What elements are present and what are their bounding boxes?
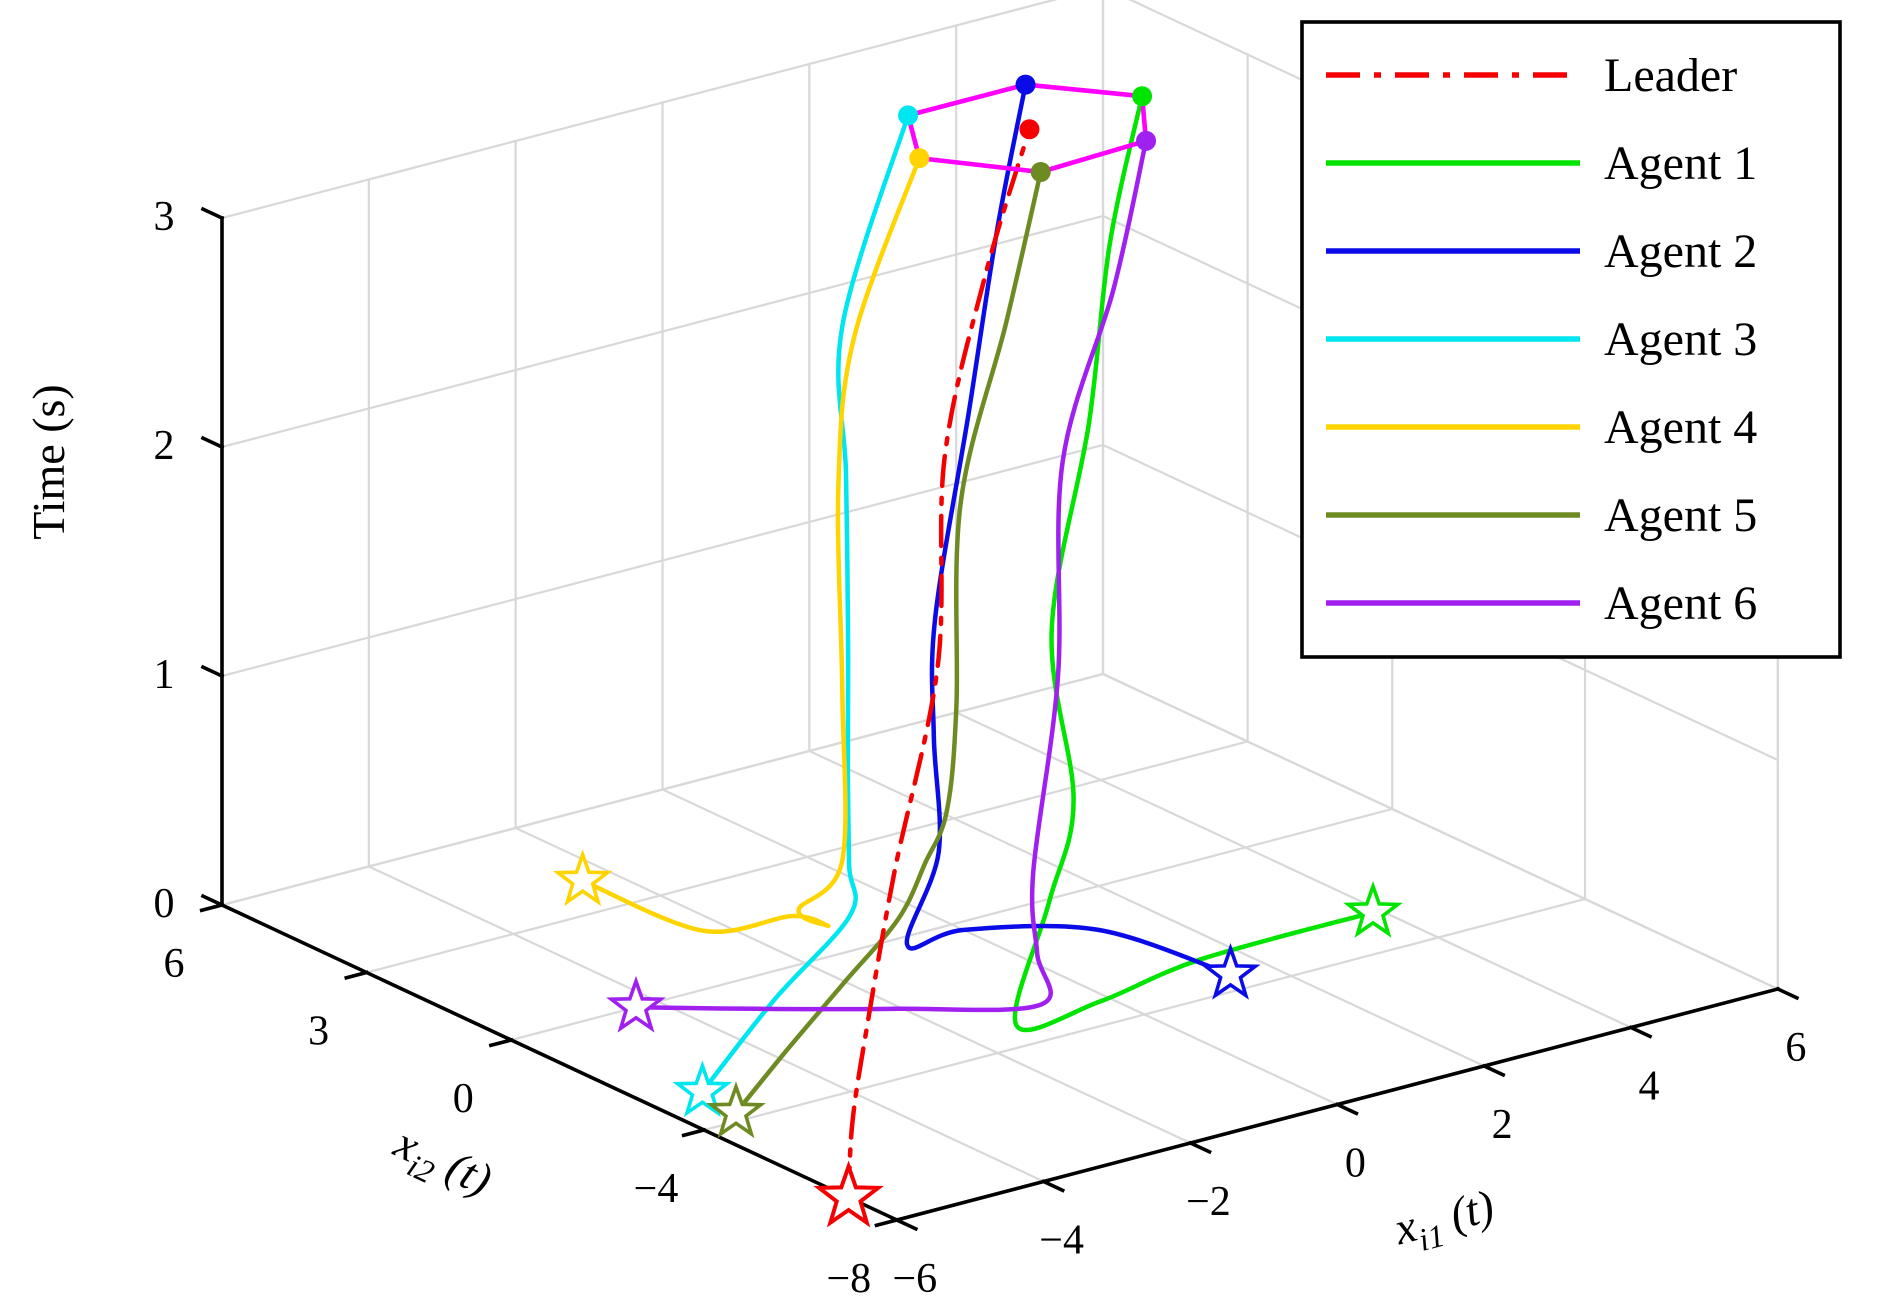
- legend-label-leader: Leader: [1604, 49, 1737, 102]
- time-tick-2: [200, 435, 225, 450]
- x1-tick-label-6: 6: [1785, 1025, 1806, 1071]
- x1-tick-label-2: 2: [1492, 1102, 1513, 1148]
- axes: [199, 206, 1800, 1232]
- x2-tick--4: [681, 1127, 707, 1138]
- wall-grid-time-left-2: [220, 214, 1105, 449]
- trajectory-markers: [552, 74, 1403, 1228]
- x1-tick-4: [1628, 1025, 1653, 1039]
- x2-tick--8: [874, 1217, 899, 1228]
- legend-entry-agent-2: Agent 2: [1326, 225, 1757, 278]
- legend-label-agent-4: Agent 4: [1604, 401, 1757, 454]
- floor-edge-back-right: [1101, 672, 1780, 991]
- start-star-leader: [813, 1160, 884, 1228]
- time-axis-title: Time (s): [23, 384, 74, 540]
- x1-tick-label-4: 4: [1639, 1064, 1660, 1110]
- x1-tick-2: [1481, 1063, 1506, 1078]
- legend-entry-agent-1: Agent 1: [1326, 137, 1757, 190]
- start-star-agent-1: [1343, 881, 1403, 938]
- end-dot-agent-4: [909, 148, 930, 169]
- floor-grid-x1-2: [807, 749, 1486, 1068]
- x2-tick-6: [199, 902, 225, 913]
- trajectory-agent-6: [633, 138, 1149, 1013]
- x2-tick-label-3: 3: [308, 1009, 329, 1055]
- time-tick-label-3: 3: [154, 194, 175, 240]
- end-dot-agent-6: [1136, 130, 1157, 151]
- floor-grid-x2-3: [365, 740, 1249, 974]
- time-tick-label-0: 0: [154, 881, 175, 927]
- x2-axis-title-rest: (t): [428, 1136, 499, 1205]
- end-dot-agent-2: [1015, 74, 1036, 95]
- x2-tick-0: [488, 1037, 514, 1048]
- start-star-agent-6: [606, 975, 666, 1033]
- x1-tick--4: [1041, 1179, 1066, 1193]
- time-tick-1: [200, 664, 225, 679]
- end-dot-agent-1: [1132, 86, 1153, 107]
- legend-entry-agent-5: Agent 5: [1326, 489, 1757, 542]
- x2-tick-label--8: −8: [826, 1256, 871, 1302]
- x2-tick-label-6: 6: [164, 941, 185, 987]
- start-star-agent-4: [552, 849, 613, 907]
- legend-label-agent-5: Agent 5: [1604, 489, 1757, 542]
- trajectory-agent-5: [733, 169, 1043, 1116]
- trajectory-agent-2: [904, 82, 1233, 977]
- x1-tick-label--2: −2: [1186, 1179, 1231, 1225]
- legend-label-agent-1: Agent 1: [1604, 137, 1757, 190]
- end-dot-leader: [1019, 119, 1040, 140]
- wall-grid-time-left-3: [220, 0, 1058, 220]
- time-tick-0: [200, 893, 225, 908]
- x2-axis: [219, 902, 900, 1223]
- x1-tick-label-0: 0: [1345, 1141, 1366, 1187]
- legend-label-agent-6: Agent 6: [1604, 577, 1757, 630]
- legend-entry-leader: Leader: [1326, 49, 1737, 102]
- x2-tick-label--4: −4: [634, 1166, 679, 1212]
- tick-labels: 0 1 2 3 6 3 0 −4 −8 −6 −4 −2 0 2 4 6: [154, 194, 1807, 1302]
- trajectory-agent-3: [700, 113, 911, 1095]
- x1-tick-6: [1775, 986, 1800, 1001]
- trajectory-agent-4: [580, 155, 922, 934]
- trajectory-leader: [846, 127, 1032, 1200]
- legend-entry-agent-4: Agent 4: [1326, 401, 1757, 454]
- legend-box: Leader Agent 1 Agent 2 Agent 3 Agent 4 Agent …: [1300, 20, 1842, 659]
- trajectory-agent-1: [1012, 93, 1376, 1033]
- floor-grid-x1--4: [367, 865, 1046, 1183]
- x1-tick-0: [1334, 1102, 1359, 1116]
- legend-entry-agent-3: Agent 3: [1326, 313, 1757, 366]
- time-tick-3: [200, 206, 225, 221]
- legend-label-agent-3: Agent 3: [1604, 313, 1757, 366]
- x2-tick-label-0: 0: [453, 1076, 474, 1122]
- end-dot-agent-5: [1030, 162, 1051, 182]
- time-tick-label-1: 1: [154, 652, 175, 698]
- start-star-agent-2: [1200, 942, 1261, 1000]
- time-tick-label-2: 2: [154, 423, 175, 469]
- x1-tick--6: [894, 1217, 919, 1232]
- x1-axis-title-rest: (t): [1433, 1180, 1499, 1243]
- floor-grid-x2--4: [702, 897, 1587, 1132]
- legend-entry-agent-6: Agent 6: [1326, 577, 1757, 630]
- x2-tick-3: [344, 970, 369, 981]
- end-dot-agent-3: [898, 105, 919, 126]
- x1-tick-label--6: −6: [892, 1256, 937, 1302]
- floor-grid-x1-0: [661, 788, 1339, 1106]
- start-star-agent-3: [672, 1060, 733, 1118]
- x1-tick-label--4: −4: [1039, 1218, 1084, 1264]
- x2-axis-title: xi2 (t): [383, 1116, 500, 1213]
- floor-grid-x1--2: [514, 826, 1192, 1145]
- x1-axis-title: xi1 (t): [1388, 1180, 1501, 1263]
- x1-tick--2: [1188, 1140, 1212, 1155]
- trajectory-curves: [580, 82, 1376, 1200]
- legend-label-agent-2: Agent 2: [1604, 225, 1757, 278]
- start-star-agent-5: [706, 1081, 766, 1139]
